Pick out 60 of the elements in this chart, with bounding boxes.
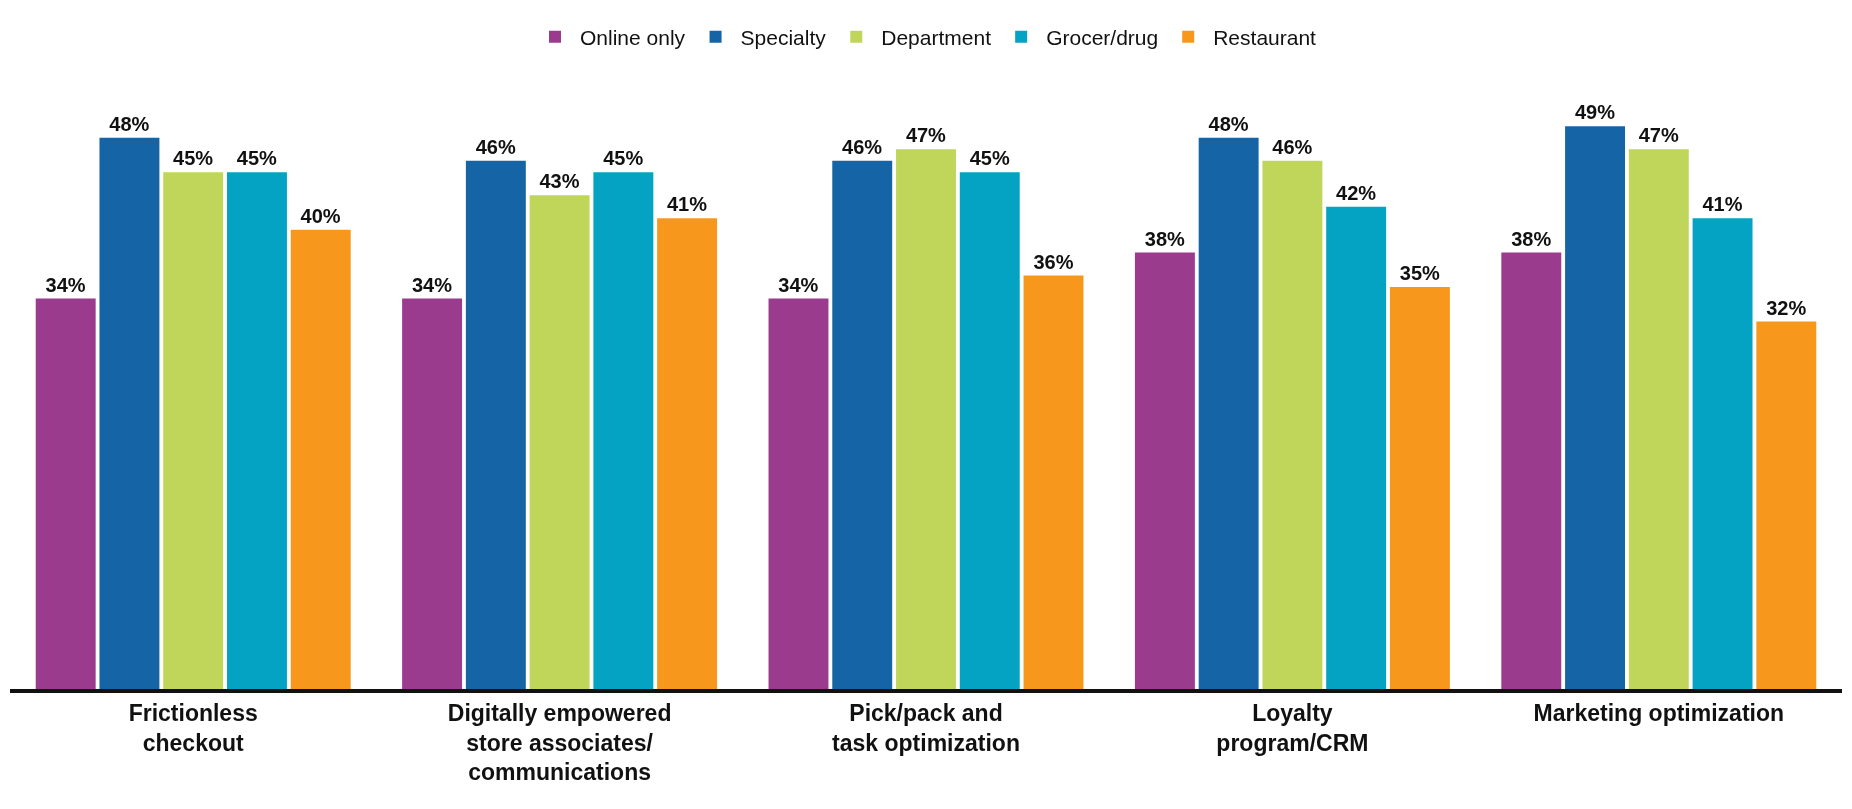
x-tick-label: Frictionless checkout [128,699,258,756]
data-label: 41% [1702,193,1743,216]
data-label: 36% [1033,250,1074,273]
data-label: 42% [1336,181,1377,204]
data-label: 46% [475,135,516,158]
legend-label: Specialty [740,25,827,49]
data-label: 41% [666,193,708,216]
legend-label: Grocer/drug [1046,25,1159,49]
data-label: 32% [1766,296,1807,319]
bar [1326,206,1387,689]
bar [35,298,96,689]
bar [1389,287,1450,689]
bar [465,160,526,689]
x-tick-label: Marketing optimization [1533,699,1785,726]
data-label: 45% [173,147,214,170]
bar [832,160,893,689]
data-label: 45% [969,147,1010,170]
x-tick-label: Digitally empowered store associates/ communications [447,699,672,786]
data-label: 47% [1638,124,1679,147]
x-tick-label: Pick/pack and task optimization [832,699,1020,756]
data-label: 34% [411,273,453,296]
bar [657,218,718,689]
data-label: 34% [778,273,819,296]
bar [1501,252,1562,689]
bar [402,298,463,689]
data-label: 34% [45,273,86,296]
bar [99,137,160,689]
legend-label: Department [881,25,992,49]
legend-label: Restaurant [1213,25,1317,49]
bar [896,149,956,689]
bar [1565,126,1626,689]
data-label: 45% [603,147,644,170]
data-label: 38% [1144,227,1186,250]
bar [1198,137,1259,689]
data-label: 40% [300,204,341,227]
legend-label: Online only [580,25,686,49]
bar [768,298,829,689]
data-label: 38% [1511,227,1552,250]
bar [1262,160,1323,689]
data-label: 43% [539,170,580,193]
bar [1134,252,1195,689]
data-label: 47% [905,124,947,147]
bar [529,195,590,689]
data-label: 35% [1399,262,1441,285]
bar [1023,275,1084,689]
data-label: 48% [1208,112,1249,135]
data-label: 46% [1272,135,1313,158]
data-label: 46% [842,135,883,158]
bar [1756,321,1817,689]
x-tick-label: Loyalty program/CRM [1216,699,1369,756]
bar [226,172,287,689]
bar [959,172,1020,689]
data-label: 49% [1574,101,1616,124]
bar [1692,218,1753,689]
bar [1628,149,1689,689]
bar [290,229,351,689]
bar [593,172,654,689]
data-label: 48% [109,112,150,135]
bar [163,172,224,689]
data-label: 45% [236,147,278,170]
